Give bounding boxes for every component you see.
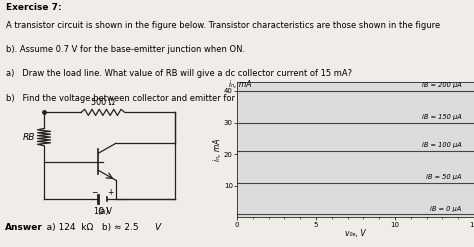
Text: −: − <box>91 188 97 197</box>
Text: a) 124  kΩ   b) ≈ 2.5: a) 124 kΩ b) ≈ 2.5 <box>38 223 138 232</box>
Text: iB = 200 μA: iB = 200 μA <box>421 82 461 88</box>
Text: 500 Ω: 500 Ω <box>91 99 115 107</box>
Text: Answer: Answer <box>5 223 43 232</box>
Text: 10 V: 10 V <box>94 207 112 216</box>
Text: iB = 100 μA: iB = 100 μA <box>421 143 461 148</box>
Text: b). Assume 0.7 V for the base-emitter junction when ON.: b). Assume 0.7 V for the base-emitter ju… <box>6 45 245 54</box>
Text: V: V <box>154 223 160 232</box>
Y-axis label: iₙ, mA: iₙ, mA <box>213 138 222 161</box>
Text: A transistor circuit is shown in the figure below. Transistor characteristics ar: A transistor circuit is shown in the fig… <box>6 21 440 30</box>
Text: (a): (a) <box>97 207 109 216</box>
Text: iB = 150 μA: iB = 150 μA <box>421 114 461 120</box>
Text: iₙ, mA: iₙ, mA <box>229 80 252 89</box>
Text: RB: RB <box>23 133 35 142</box>
Text: iB = 50 μA: iB = 50 μA <box>426 174 461 180</box>
Text: iB = 0 μA: iB = 0 μA <box>430 206 461 212</box>
X-axis label: v₀ₑ, V: v₀ₑ, V <box>345 229 366 238</box>
Text: b)   Find the voltage between collector and emitter for this value of RB.: b) Find the voltage between collector an… <box>6 94 306 103</box>
Text: +: + <box>107 188 114 197</box>
Text: Exercise 7:: Exercise 7: <box>6 3 61 12</box>
Text: a)   Draw the load line. What value of RB will give a dc collector current of 15: a) Draw the load line. What value of RB … <box>6 69 352 79</box>
